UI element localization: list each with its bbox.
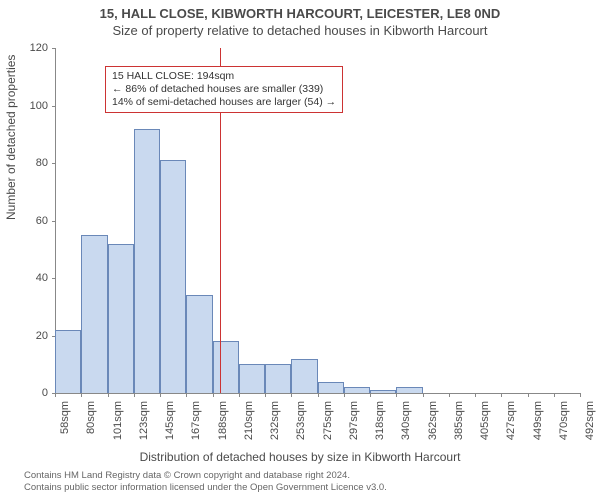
x-tick-label: 449sqm bbox=[532, 401, 544, 440]
histogram-bar bbox=[239, 364, 265, 393]
y-tick-label: 20 bbox=[36, 330, 48, 342]
x-axis-label: Distribution of detached houses by size … bbox=[0, 450, 600, 464]
x-tick-label: 145sqm bbox=[164, 401, 176, 440]
annotation-line2: ← 86% of detached houses are smaller (33… bbox=[112, 83, 336, 96]
histogram-bar bbox=[55, 330, 81, 393]
x-tick-label: 167sqm bbox=[190, 401, 202, 440]
y-tick-label: 60 bbox=[36, 215, 48, 227]
histogram-bar bbox=[291, 359, 317, 394]
histogram-bar bbox=[134, 129, 160, 394]
attribution-text: Contains HM Land Registry data © Crown c… bbox=[24, 470, 387, 494]
attribution-line2: Contains public sector information licen… bbox=[24, 482, 387, 494]
histogram-bar bbox=[370, 390, 396, 393]
y-tick-label: 120 bbox=[30, 42, 48, 54]
histogram-bar bbox=[213, 341, 239, 393]
y-tick-label: 80 bbox=[36, 157, 48, 169]
x-tick-label: 101sqm bbox=[112, 401, 124, 440]
x-tick-label: 362sqm bbox=[427, 401, 439, 440]
x-tick-label: 123sqm bbox=[138, 401, 150, 440]
attribution-line1: Contains HM Land Registry data © Crown c… bbox=[24, 470, 387, 482]
x-tick-label: 427sqm bbox=[505, 401, 517, 440]
chart-container: 15, HALL CLOSE, KIBWORTH HARCOURT, LEICE… bbox=[0, 0, 600, 500]
x-tick-label: 188sqm bbox=[217, 401, 229, 440]
x-tick-label: 470sqm bbox=[558, 401, 570, 440]
y-tick-label: 0 bbox=[42, 387, 48, 399]
x-tick-label: 297sqm bbox=[348, 401, 360, 440]
annotation-line3: 14% of semi-detached houses are larger (… bbox=[112, 96, 336, 109]
chart-title-line1: 15, HALL CLOSE, KIBWORTH HARCOURT, LEICE… bbox=[0, 0, 600, 21]
x-tick-label: 275sqm bbox=[322, 401, 334, 440]
annotation-box: 15 HALL CLOSE: 194sqm ← 86% of detached … bbox=[105, 66, 343, 113]
histogram-bar bbox=[81, 235, 107, 393]
x-tick-label: 492sqm bbox=[584, 401, 596, 440]
x-tick-label: 318sqm bbox=[374, 401, 386, 440]
x-axis-ticks: 58sqm 80sqm 101sqm 123sqm 145sqm 167sqm 188sqm… bbox=[55, 395, 580, 455]
chart-title-line2: Size of property relative to detached ho… bbox=[0, 21, 600, 38]
x-tick-label: 253sqm bbox=[295, 401, 307, 440]
histogram-bar bbox=[186, 295, 212, 393]
x-tick-label: 210sqm bbox=[243, 401, 255, 440]
x-tick-label: 385sqm bbox=[453, 401, 465, 440]
x-tick-label: 58sqm bbox=[59, 401, 71, 434]
histogram-bar bbox=[344, 387, 370, 393]
y-axis-ticks: 020406080100120 bbox=[30, 48, 52, 393]
annotation-line1: 15 HALL CLOSE: 194sqm bbox=[112, 70, 336, 83]
y-tick-label: 100 bbox=[30, 100, 48, 112]
x-tick-label: 232sqm bbox=[269, 401, 281, 440]
x-tick-mark bbox=[580, 393, 581, 397]
histogram-bar bbox=[318, 382, 344, 394]
histogram-bar bbox=[108, 244, 134, 394]
y-tick-label: 40 bbox=[36, 272, 48, 284]
histogram-bar bbox=[265, 364, 291, 393]
histogram-bar bbox=[160, 160, 186, 393]
y-axis-label: Number of detached properties bbox=[4, 55, 18, 220]
x-tick-label: 405sqm bbox=[479, 401, 491, 440]
x-tick-label: 340sqm bbox=[400, 401, 412, 440]
x-tick-label: 80sqm bbox=[85, 401, 97, 434]
histogram-bar bbox=[396, 387, 422, 393]
